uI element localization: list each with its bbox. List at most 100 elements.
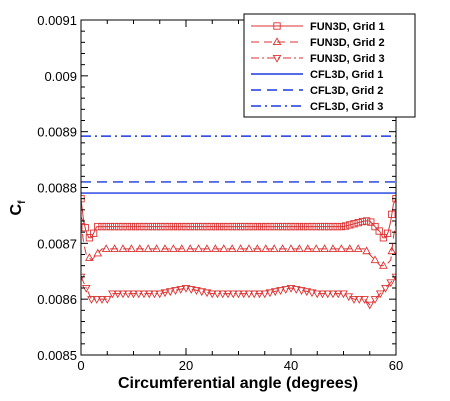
data-point [274,222,283,231]
data-point [185,244,195,252]
y-tick-label: 0.009 [44,69,77,84]
data-point [101,244,111,252]
data-point [386,279,396,288]
data-point [85,253,94,261]
legend: FUN3D, Grid 1 FUN3D, Grid 2 FUN3D, Grid 3 C… [243,13,416,118]
data-point [102,222,110,231]
data-point [113,290,123,299]
data-point [202,244,212,252]
series-line [81,276,396,306]
data-point [253,244,262,252]
data-point [144,290,154,299]
data-point [87,296,96,304]
y-axis-title-sub: f [17,200,28,204]
data-point [244,244,254,252]
data-point [81,216,86,225]
data-point [245,222,253,231]
data-point [329,222,337,231]
data-point [354,296,364,304]
data-point [194,244,203,252]
data-point [186,222,194,231]
data-point [311,244,321,252]
data-point [249,222,257,231]
data-point [375,290,385,299]
data-point [150,290,159,299]
data-point [182,222,190,231]
series-line [81,198,396,239]
data-point [295,222,304,231]
data-point [320,222,329,231]
data-point [236,222,245,231]
data-point [261,244,271,252]
data-point [186,286,196,294]
data-point [270,222,278,231]
data-point [262,222,270,231]
legend-box [243,13,416,118]
x-tick-label: 0 [77,358,84,373]
data-point [337,222,346,231]
data-point [337,244,346,252]
data-point [320,244,329,252]
data-point [307,289,317,298]
data-point [220,222,228,231]
data-point [381,284,390,293]
data-point [223,290,233,299]
data-point [371,222,379,231]
data-point [291,222,299,231]
data-point [152,222,161,231]
data-point [93,248,103,257]
data-point [367,218,375,226]
svg-text:Cf: Cf [8,200,28,216]
y-tick-label: 0.0088 [37,181,77,196]
data-point [118,290,128,299]
data-point [299,222,308,231]
data-point [110,222,119,231]
data-point [323,290,333,299]
data-point [312,290,322,299]
data-point [232,222,241,231]
data-point [155,290,165,299]
data-point [160,244,170,252]
data-point [249,290,259,299]
x-axis-title: Circumferential angle (degrees) [118,375,358,392]
data-point [346,221,354,229]
y-tick-label: 0.0086 [37,292,77,307]
data-point [370,255,380,264]
data-point [236,244,245,252]
data-point [173,222,182,231]
data-point [379,234,388,242]
data-point [169,222,178,231]
data-point [213,290,222,299]
data-point [224,222,232,231]
data-point [312,222,320,231]
data-point [362,246,371,255]
x-tick-label: 20 [179,358,193,373]
data-point [139,290,149,299]
data-point [199,222,207,231]
data-point [304,222,312,231]
legend-label: CFL3D, Grid 2 [310,85,383,97]
data-point [266,222,274,231]
data-point [270,288,280,297]
data-point [241,222,249,231]
data-point [316,222,325,231]
data-point [98,222,106,231]
data-point [375,227,383,235]
data-point [358,217,367,226]
data-point [115,222,123,231]
data-point [81,273,86,282]
data-point [176,286,186,294]
data-point [165,222,173,231]
data-point [303,244,313,252]
data-point [123,222,131,231]
data-point [135,244,145,252]
data-point [108,290,117,299]
data-point [127,222,136,231]
data-point [391,273,396,282]
legend-label: CFL3D, Grid 3 [310,101,383,113]
legend-label: FUN3D, Grid 1 [310,21,385,33]
data-point [353,244,363,252]
plot-area [81,135,396,310]
data-point [388,210,396,218]
data-point [152,244,161,252]
